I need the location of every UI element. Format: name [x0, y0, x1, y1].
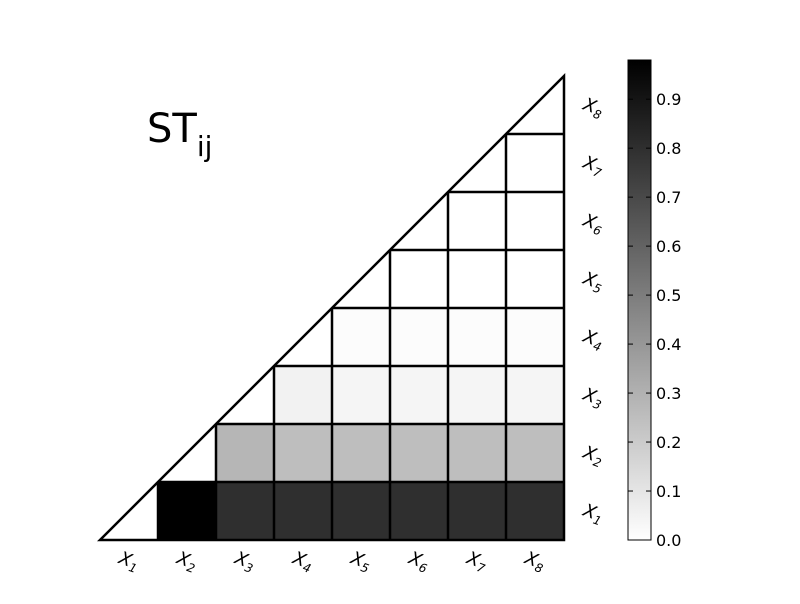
y-tick-label: X7 — [579, 152, 607, 181]
x-tick-label-sub: 4 — [301, 560, 313, 576]
heatmap-cell — [274, 424, 332, 482]
heatmap-cell — [506, 134, 564, 192]
colorbar-tick-label: 0.3 — [656, 384, 681, 403]
x-tick-label-sub: 3 — [243, 560, 255, 576]
x-tick-label: X5 — [346, 547, 374, 576]
heatmap-cell — [332, 366, 390, 424]
y-tick-label: X6 — [579, 210, 607, 239]
y-tick-label: X3 — [579, 384, 607, 413]
y-tick-label-sub: 5 — [591, 281, 603, 297]
y-tick-label-sub: 3 — [591, 397, 603, 413]
x-tick-label: X2 — [172, 547, 200, 576]
colorbar-ticks: 0.0 0.1 0.2 0.3 0.4 0.5 0.6 0.7 0.8 0.9 — [628, 90, 681, 550]
y-tick-label-sub: 1 — [591, 513, 603, 529]
heatmap-cell — [448, 250, 506, 308]
heatmap-cell — [506, 424, 564, 482]
chart-title-subscript: ij — [197, 130, 213, 163]
colorbar-tick-label: 0.9 — [656, 90, 681, 109]
heatmap-cell — [390, 482, 448, 540]
heatmap-cell — [506, 482, 564, 540]
colorbar — [627, 59, 652, 541]
heatmap-cell — [158, 482, 216, 540]
colorbar-tick-label: 0.0 — [656, 531, 681, 550]
heatmap-cell — [274, 482, 332, 540]
colorbar-tick-label: 0.8 — [656, 139, 681, 158]
heatmap-cell — [506, 366, 564, 424]
colorbar-tick-label: 0.1 — [656, 482, 681, 501]
heatmap-cell — [506, 192, 564, 250]
heatmap-cell — [448, 424, 506, 482]
heatmap-cell — [448, 192, 506, 250]
x-tick-label: X3 — [230, 547, 258, 576]
heatmap-cell — [506, 308, 564, 366]
y-tick-label: X5 — [579, 268, 607, 297]
y-tick-labels: X1 X2 X3 X4 X5 X6 X7 X8 — [579, 94, 607, 529]
heatmap-cell — [506, 250, 564, 308]
colorbar-tick-label: 0.7 — [656, 188, 681, 207]
heatmap-grid — [96, 72, 566, 542]
heatmap-cell — [390, 250, 448, 308]
chart-title-main: ST — [147, 106, 197, 152]
heatmap-cell — [274, 366, 332, 424]
heatmap-cell — [332, 308, 390, 366]
y-tick-label: X4 — [579, 326, 607, 355]
y-tick-label: X8 — [579, 94, 607, 123]
colorbar-tick-label: 0.6 — [656, 237, 681, 256]
heatmap-cell — [390, 308, 448, 366]
chart-title: STij — [147, 106, 212, 163]
colorbar-tick-label: 0.5 — [656, 286, 681, 305]
heatmap-cell — [448, 308, 506, 366]
heatmap-cell — [448, 482, 506, 540]
colorbar-tick-label: 0.4 — [656, 335, 681, 354]
heatmap-cells — [158, 134, 564, 540]
x-tick-label: X7 — [462, 547, 490, 576]
y-tick-label-sub: 4 — [591, 339, 603, 355]
x-tick-label: X6 — [404, 547, 432, 576]
heatmap-cell — [216, 482, 274, 540]
heatmap-cell — [390, 424, 448, 482]
heatmap-cell — [332, 424, 390, 482]
x-tick-label-sub: 1 — [127, 560, 139, 576]
triangle-outline — [96, 72, 566, 542]
y-tick-label-sub: 2 — [591, 455, 603, 471]
heatmap-cell — [216, 424, 274, 482]
x-tick-label: X8 — [520, 547, 548, 576]
heatmap-cell — [448, 366, 506, 424]
heatmap-cell — [332, 482, 390, 540]
y-tick-label: X2 — [579, 442, 607, 471]
y-tick-label: X1 — [579, 500, 607, 529]
x-tick-labels: X1 X2 X3 X4 X5 X6 X7 X8 — [114, 547, 548, 576]
x-tick-label-sub: 2 — [185, 560, 197, 576]
heatmap-cell — [390, 366, 448, 424]
x-tick-label-sub: 5 — [359, 560, 371, 576]
x-tick-label: X1 — [114, 547, 142, 576]
x-tick-label: X4 — [288, 547, 316, 576]
colorbar-tick-label: 0.2 — [656, 433, 681, 452]
